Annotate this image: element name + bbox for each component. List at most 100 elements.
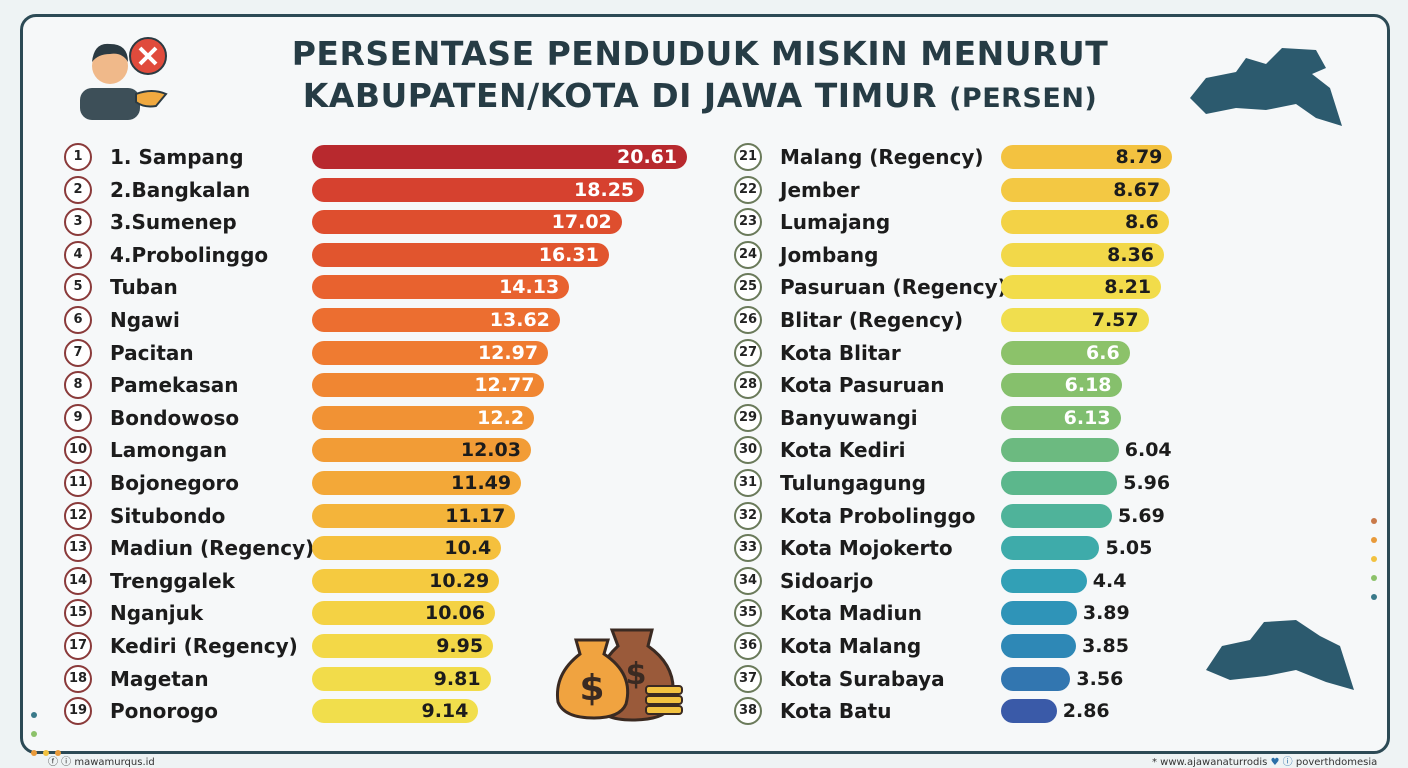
- category-label: Kota Blitar: [780, 340, 901, 365]
- rank-badge: 9: [64, 403, 92, 432]
- rank-badge: 13: [64, 534, 92, 563]
- bar-row: 2 2.Bangkalan 18.25: [0, 175, 1408, 204]
- bar-row: 26 Blitar (Regency) 7.57: [0, 306, 1408, 334]
- data-label: 12.2: [477, 406, 525, 429]
- data-label: 8.21: [1104, 276, 1152, 299]
- rank-badge: 10: [64, 436, 92, 465]
- data-label: 16.31: [538, 243, 599, 266]
- data-label: 9.81: [433, 667, 481, 690]
- bar: [312, 405, 535, 430]
- bar: [312, 601, 496, 626]
- social-icons: ⓕ ⓘ: [48, 757, 75, 768]
- footer-left-handle: mawamurqus.id: [74, 757, 155, 768]
- rank-badge: 7: [64, 338, 92, 367]
- rank-badge: 28: [734, 371, 762, 400]
- rank-badge: 27: [734, 338, 762, 367]
- rank-badge: 18: [64, 664, 92, 693]
- bar: [1001, 634, 1077, 658]
- bar-row: 9 Bondowoso 12.2: [0, 403, 1408, 432]
- data-label: 9.95: [436, 635, 484, 657]
- bar: [312, 373, 545, 398]
- infographic-frame: [20, 14, 1390, 754]
- bar-row: 8 Pamekasan 12.77: [0, 371, 1408, 400]
- bar-row: 18 Magetan 9.81: [0, 664, 1408, 693]
- category-label: Tuban: [110, 275, 178, 300]
- bar-row: 4 4.Probolinggo 16.31: [0, 240, 1408, 269]
- data-label: 20.61: [617, 146, 678, 168]
- rank-badge: 2: [64, 175, 92, 204]
- bar: [1001, 699, 1057, 724]
- chart-title-unit: (PERSEN): [949, 83, 1098, 114]
- bar-row: 13 Madiun (Regency) 10.4: [0, 534, 1408, 563]
- bar-row: 17 Kediri (Regency) 9.95: [0, 632, 1408, 660]
- data-label: 8.36: [1107, 243, 1155, 266]
- bar-row: 21 Malang (Regency) 8.79: [0, 143, 1408, 171]
- bar-row: 29 Banyuwangi 6.13: [0, 403, 1408, 432]
- data-label: 10.4: [444, 537, 492, 560]
- data-label: 3.89: [1082, 602, 1130, 625]
- data-label: 12.03: [460, 439, 521, 462]
- category-label: Pacitan: [110, 340, 194, 365]
- bar-row: 7 Pacitan 12.97: [0, 338, 1408, 367]
- rank-badge: 31: [734, 469, 762, 497]
- bar: [1001, 275, 1162, 300]
- category-label: Lumajang: [780, 210, 891, 235]
- bar: [1001, 503, 1112, 528]
- money-bag-icon: $ $: [552, 600, 692, 728]
- category-label: Kota Probolinggo: [780, 503, 976, 528]
- bar: [1001, 568, 1087, 593]
- footer-right: * www.ajawanaturrodis ♥ ⓘ poverthdomesia: [1152, 753, 1377, 768]
- data-label: 18.25: [574, 178, 635, 201]
- category-label: Lamongan: [110, 438, 228, 463]
- bar-row: 34 Sidoarjo 4.4: [0, 566, 1408, 595]
- category-label: Ngawi: [110, 308, 180, 332]
- rank-badge: 11: [64, 469, 92, 497]
- bar: [1001, 242, 1165, 267]
- category-label: Ponorogo: [110, 699, 219, 724]
- category-label: Sidoarjo: [780, 568, 874, 593]
- data-label: 11.17: [445, 504, 506, 527]
- bar-row: 10 Lamongan 12.03: [0, 436, 1408, 465]
- category-label: 2.Bangkalan: [110, 177, 251, 202]
- footer-website: * www.ajawanaturrodis: [1152, 757, 1268, 768]
- rank-badge: 5: [64, 273, 92, 302]
- bar: [1001, 438, 1119, 463]
- rank-badge: 21: [734, 143, 762, 171]
- bar: [1001, 373, 1122, 398]
- decorative-dots-left: [28, 706, 88, 763]
- bar: [312, 308, 560, 332]
- data-label: 3.85: [1082, 635, 1129, 657]
- category-label: Jember: [780, 177, 860, 202]
- bar-row: 38 Kota Batu 2.86: [0, 697, 1408, 726]
- category-label: Kediri (Regency): [110, 634, 298, 658]
- data-label: 6.18: [1064, 374, 1112, 397]
- svg-text:$: $: [626, 657, 647, 692]
- bar-row: 15 Nganjuk 10.06: [0, 599, 1408, 628]
- bar-row: 27 Kota Blitar 6.6: [0, 338, 1408, 367]
- bar: [1001, 601, 1077, 626]
- category-label: Kota Malang: [780, 634, 922, 658]
- category-label: Nganjuk: [110, 601, 204, 626]
- bar-row: 35 Kota Madiun 3.89: [0, 599, 1408, 628]
- category-label: 4.Probolinggo: [110, 242, 269, 267]
- bar: [312, 699, 479, 724]
- rank-badge: 12: [64, 501, 92, 530]
- data-label: 3.56: [1076, 667, 1124, 690]
- twitter-icon: ♥ ⓘ: [1270, 757, 1293, 768]
- bar: [1001, 666, 1071, 691]
- data-label: 5.05: [1105, 537, 1153, 560]
- category-label: Madiun (Regency): [110, 536, 315, 561]
- rank-badge: 8: [64, 371, 92, 400]
- data-label: 10.29: [429, 569, 490, 592]
- bar: [1001, 471, 1118, 495]
- bar: [312, 177, 645, 202]
- rank-badge: 35: [734, 599, 762, 628]
- data-label: 8.67: [1113, 178, 1161, 201]
- east-java-map-icon-small: [1200, 610, 1360, 704]
- rank-badge: 36: [734, 632, 762, 660]
- chart-title-line1: PERSENTASE PENDUDUK MISKIN MENURUT: [291, 34, 1109, 73]
- rank-badge: 38: [734, 697, 762, 726]
- bar: [312, 438, 531, 463]
- data-label: 9.14: [421, 700, 469, 723]
- bar-row: 30 Kota Kediri 6.04: [0, 436, 1408, 465]
